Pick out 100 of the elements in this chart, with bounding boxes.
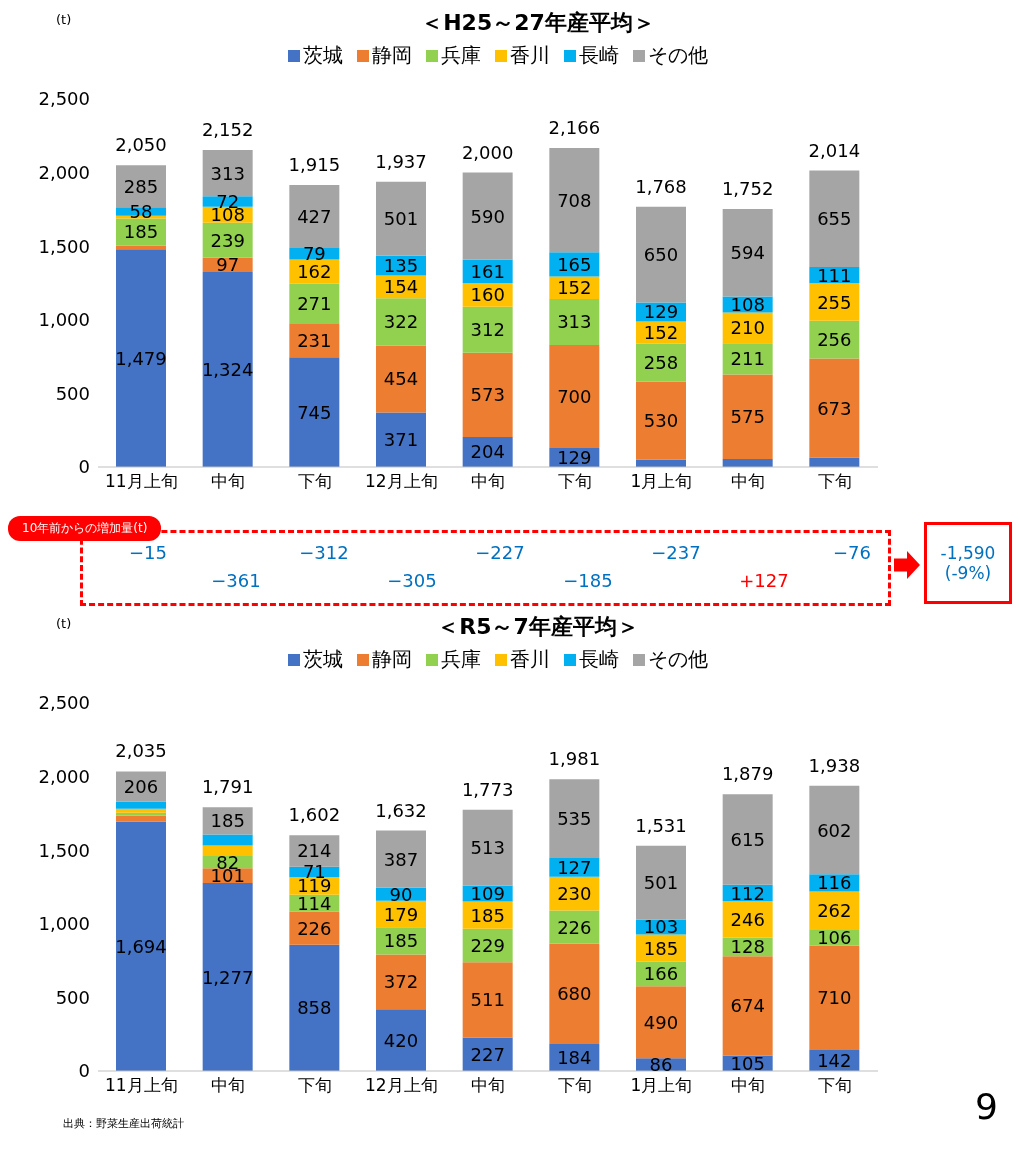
- data-label: 184: [557, 1046, 592, 1068]
- data-label: 312: [470, 319, 505, 341]
- total-label: 1,768: [635, 175, 687, 197]
- data-label: 86: [649, 1054, 673, 1076]
- source-note: 出典：野菜生産出荷統計: [63, 1116, 184, 1131]
- y-tick-label: 2,000: [38, 765, 90, 787]
- data-label: 239: [210, 229, 245, 251]
- data-label: 166: [643, 963, 679, 985]
- chart-title: ＜R5～7年産平均＞: [437, 614, 639, 639]
- data-label: 230: [557, 883, 592, 905]
- text: −15: [128, 542, 168, 563]
- x-tick-label: 中旬: [211, 1075, 245, 1096]
- data-label: 673: [817, 397, 852, 419]
- legend-label: 静岡: [371, 646, 412, 673]
- x-tick-label: 12月上旬: [365, 471, 438, 492]
- data-label: 152: [557, 277, 592, 299]
- x-tick-label: 11月上旬: [105, 1075, 178, 1096]
- data-label: 650: [643, 244, 679, 266]
- data-label: 530: [643, 410, 679, 432]
- data-label: 103: [643, 916, 679, 938]
- total-label: 2,035: [115, 740, 167, 762]
- data-label: 109: [470, 882, 505, 904]
- text: −227: [474, 542, 526, 563]
- data-label: 112: [730, 882, 765, 904]
- y-tick-label: 1,000: [38, 913, 90, 935]
- data-label: 185: [470, 904, 505, 926]
- bar: [116, 249, 166, 467]
- total-label: 1,938: [808, 754, 861, 776]
- bar: [722, 374, 773, 460]
- data-label: 116: [817, 872, 852, 894]
- data-label: 490: [643, 1011, 679, 1033]
- data-label: 108: [730, 293, 765, 315]
- total-label: 1,632: [375, 799, 427, 821]
- y-tick-label: 1,500: [38, 839, 90, 861]
- legend-label: 兵庫: [440, 646, 481, 673]
- bar: [376, 1009, 426, 1071]
- text: −76: [832, 542, 872, 563]
- data-label: 127: [557, 856, 592, 878]
- data-label: 129: [557, 447, 592, 469]
- data-label: 573: [470, 384, 505, 406]
- x-tick-label: 下旬: [297, 471, 332, 492]
- total-label: 2,152: [201, 119, 254, 141]
- data-label: 615: [730, 829, 765, 851]
- bar: [462, 962, 513, 1038]
- text: 10年前からの増加量(t): [8, 516, 162, 541]
- data-label: 142: [817, 1050, 852, 1072]
- data-label: 420: [383, 1029, 419, 1051]
- total-label: 1,602: [288, 804, 341, 826]
- y-tick-label: 1,000: [38, 309, 90, 331]
- total-label: 1,915: [288, 154, 341, 176]
- data-label: 454: [383, 368, 419, 390]
- total-label: 1,937: [375, 150, 427, 172]
- data-label: 214: [297, 840, 332, 862]
- x-tick-label: 中旬: [731, 471, 765, 492]
- bar: [462, 809, 513, 886]
- data-label: 680: [557, 983, 592, 1005]
- data-label: 135: [383, 255, 419, 277]
- data-label: 513: [470, 837, 505, 859]
- x-tick-label: 中旬: [471, 1075, 505, 1096]
- data-label: 154: [383, 276, 419, 298]
- data-label: 387: [383, 848, 419, 870]
- text: −305: [386, 570, 438, 591]
- data-label: 185: [123, 221, 159, 243]
- x-tick-label: 中旬: [211, 471, 245, 492]
- data-label: 211: [730, 348, 765, 370]
- text: +127: [738, 570, 790, 591]
- bar: [202, 883, 253, 1071]
- legend-label: 香川: [509, 646, 550, 673]
- bar: [549, 148, 600, 253]
- bar: [636, 206, 686, 303]
- y-tick-label: 1,500: [38, 235, 90, 257]
- data-label: 602: [817, 819, 852, 841]
- x-tick-label: 1月上旬: [630, 471, 693, 492]
- y-tick-label: 500: [55, 986, 90, 1008]
- data-label: 229: [470, 935, 505, 957]
- total-label: 1,752: [721, 178, 774, 200]
- bar: [202, 272, 253, 467]
- bar: [116, 815, 166, 822]
- data-label: 165: [557, 253, 592, 275]
- bar: [722, 209, 773, 297]
- y-tick-label: 2,000: [38, 161, 90, 183]
- data-label: 590: [470, 205, 505, 227]
- bar: [809, 170, 860, 267]
- total-label: 2,166: [548, 117, 601, 139]
- text: −185: [562, 570, 614, 591]
- data-label: 106: [817, 927, 852, 949]
- bar: [289, 185, 340, 248]
- text: (-9%): [944, 563, 992, 583]
- data-label: 858: [297, 997, 332, 1019]
- bar: [462, 306, 513, 353]
- data-label: 204: [470, 441, 505, 463]
- bar: [549, 298, 600, 345]
- data-label: 114: [297, 892, 332, 914]
- data-label: 231: [297, 329, 332, 351]
- y-axis-title: (t): [56, 616, 72, 631]
- x-tick-label: 中旬: [471, 471, 505, 492]
- legend-label: その他: [647, 42, 708, 69]
- data-label: 90: [389, 883, 413, 905]
- legend-label: 兵庫: [440, 42, 481, 69]
- data-label: 129: [643, 301, 679, 323]
